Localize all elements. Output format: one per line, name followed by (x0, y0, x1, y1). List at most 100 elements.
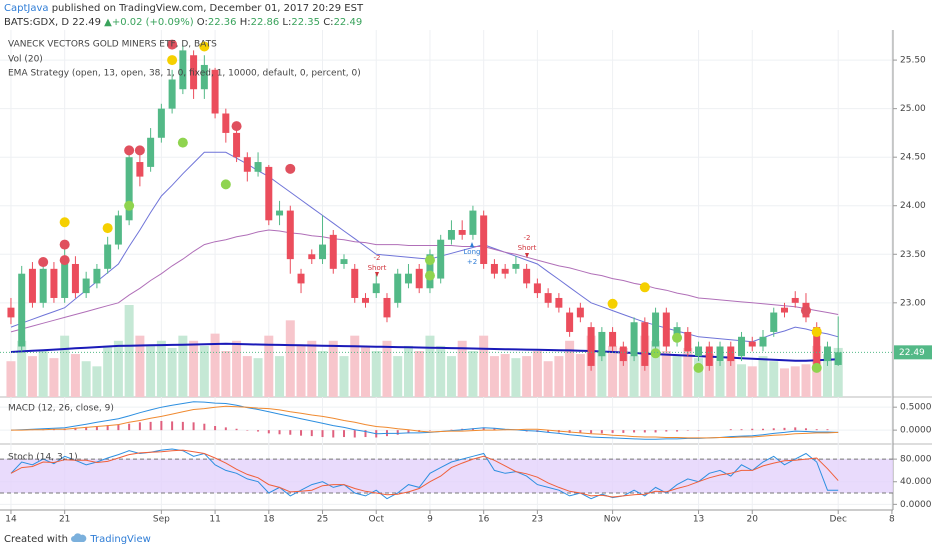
candle-body (823, 346, 831, 362)
candle-body (404, 273, 412, 284)
panel-title: VANECK VECTORS GOLD MINERS ETF, D, BATS (8, 40, 217, 50)
candle-body (458, 230, 466, 235)
trade-arrow (525, 253, 529, 258)
candle-body (39, 268, 47, 303)
high-label: H: (239, 17, 251, 28)
x-tick-label: Dec (829, 515, 846, 525)
volume-bar (468, 351, 478, 397)
volume-bar (479, 335, 489, 397)
histogram-bar (321, 430, 324, 438)
histogram-bar (149, 421, 152, 431)
signal-marker (811, 362, 822, 373)
volume-bar (178, 335, 188, 397)
brand[interactable]: TradingView (90, 534, 151, 545)
volume-bar (318, 351, 328, 397)
volume-bar (307, 340, 317, 397)
publish-line: CaptJava published on TradingView.com, D… (4, 3, 363, 14)
candle-body (18, 273, 26, 347)
candle-body (490, 263, 498, 274)
volume-bar (242, 356, 252, 397)
volume-bar (414, 351, 424, 397)
volume-bar (715, 361, 725, 397)
y-tick-label: 25.00 (900, 104, 926, 114)
volume-bar (726, 356, 736, 397)
histogram-bar (310, 430, 313, 437)
author[interactable]: CaptJava (4, 3, 49, 14)
signal-marker (220, 179, 231, 190)
open-value: 22.36 (207, 17, 237, 28)
histogram-bar (106, 425, 109, 431)
volume-bar (382, 340, 392, 397)
histogram-bar (214, 426, 217, 431)
volume-bar (629, 356, 639, 397)
candle-body (619, 346, 627, 362)
x-tick-label: 21 (59, 515, 70, 525)
candle-body (523, 268, 531, 284)
histogram-bar (353, 430, 356, 438)
histogram-bar (203, 423, 206, 431)
y-tick-label: 23.00 (900, 298, 926, 308)
y-tick-label: 0.5000 (900, 403, 932, 413)
histogram-bar (160, 420, 163, 431)
x-tick-label: 23 (532, 515, 543, 525)
candle-body (834, 352, 842, 365)
candle-body (222, 113, 230, 133)
candle-body (136, 162, 144, 177)
trade-arrow (470, 242, 474, 247)
volume-bar (328, 340, 338, 397)
histogram-bar (665, 430, 668, 432)
candle-body (340, 259, 348, 264)
volume-bar (403, 345, 413, 397)
volume-bar (360, 345, 370, 397)
volume-bar (737, 364, 747, 397)
volume-bar (425, 335, 435, 397)
volume-bar (758, 356, 768, 397)
candle-body (28, 268, 36, 303)
volume-bar (704, 354, 714, 397)
volume-bar (70, 354, 80, 397)
signal-marker (424, 255, 435, 266)
volume-bar (500, 354, 510, 397)
trade-arrow (375, 272, 379, 277)
indicator-line (10, 449, 839, 498)
candle-body (684, 331, 692, 352)
signal-marker (800, 305, 811, 316)
logo (71, 533, 87, 542)
volume-bar (554, 356, 564, 397)
panel-title: MACD (12, 26, close, 9) (8, 404, 114, 414)
trade-annotation: -2 (374, 254, 381, 262)
candle-body (480, 215, 488, 264)
candle-body (50, 268, 58, 298)
open-label: O: (196, 17, 208, 28)
candle-body (512, 263, 520, 269)
volume-bar (833, 347, 843, 397)
volume-bar (156, 340, 166, 397)
x-tick-label: Oct (368, 515, 384, 525)
volume-bar (436, 345, 446, 397)
volume-bar (296, 345, 306, 397)
signal-marker (38, 257, 49, 268)
candle-body (168, 79, 176, 109)
y-tick-label: 24.00 (900, 201, 926, 211)
candle-body (383, 297, 391, 318)
histogram-bar (289, 430, 292, 435)
y-tick-label: 0.0000 (900, 500, 932, 510)
last-price: 22.49 (72, 17, 101, 28)
volume-bar (339, 356, 349, 397)
histogram-bar (622, 430, 625, 433)
candle-body (630, 322, 638, 357)
volume-bar (38, 351, 48, 397)
histogram-bar (181, 421, 184, 431)
strategy-title: EMA Strategy (open, 13, open, 38, 1, 0, … (8, 69, 361, 79)
signal-marker (285, 163, 296, 174)
volume-bar (790, 366, 800, 397)
candle-body (351, 268, 359, 298)
ma-line (10, 151, 839, 343)
histogram-bar (85, 426, 88, 431)
volume-bar (275, 356, 285, 397)
volume-bar (457, 340, 467, 397)
high-value: 22.86 (250, 17, 280, 28)
volume-bar (27, 356, 37, 397)
histogram-bar (579, 430, 582, 433)
histogram-bar (794, 427, 797, 431)
